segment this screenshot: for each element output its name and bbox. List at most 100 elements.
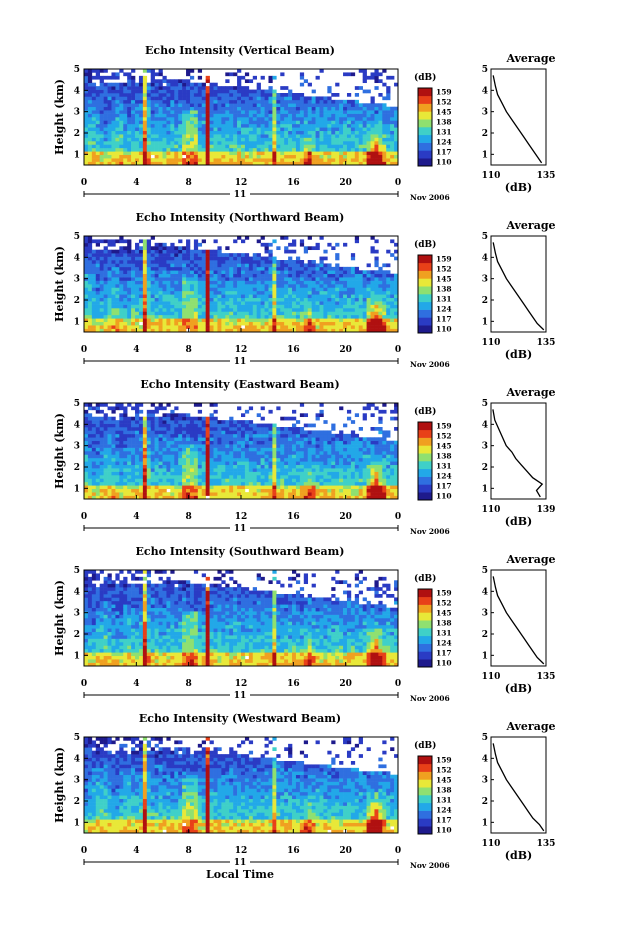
heatmap-cell: [304, 120, 308, 124]
heatmap-cell: [119, 83, 123, 87]
heatmap-cell: [265, 322, 269, 326]
heatmap-cell: [194, 281, 198, 285]
heatmap-cell: [320, 69, 324, 73]
heatmap-cell: [92, 69, 96, 73]
heatmap-cell: [155, 110, 159, 114]
heatmap-cell: [359, 141, 363, 145]
heatmap-cell: [327, 158, 331, 162]
heatmap-cell: [308, 100, 312, 104]
heatmap-cell: [257, 263, 261, 267]
heatmap-cell: [194, 134, 198, 138]
heatmap-cell: [166, 301, 170, 305]
heatmap-cell: [378, 79, 382, 83]
heatmap-cell: [206, 86, 210, 90]
heatmap-cell: [253, 127, 257, 131]
heatmap-cell: [178, 110, 182, 114]
heatmap-cell: [355, 138, 359, 142]
heatmap-cell: [151, 100, 155, 104]
heatmap-cell: [115, 492, 119, 496]
heatmap-cell: [194, 444, 198, 448]
heatmap-cell: [237, 458, 241, 462]
heatmap-cell: [221, 287, 225, 291]
heatmap-cell: [237, 114, 241, 118]
heatmap-cell: [371, 318, 375, 322]
heatmap-cell: [92, 325, 96, 329]
heatmap-cell: [84, 413, 88, 417]
heatmap-cell: [135, 107, 139, 111]
heatmap-cell: [151, 270, 155, 274]
heatmap-cell: [159, 260, 163, 264]
heatmap-cell: [127, 291, 131, 295]
heatmap-cell: [249, 93, 253, 97]
heatmap-cell: [249, 489, 253, 493]
heatmap-cell: [276, 270, 280, 274]
heatmap-cell: [253, 291, 257, 295]
heatmap-cell: [155, 318, 159, 322]
heatmap-cell: [233, 107, 237, 111]
heatmap-cell: [115, 100, 119, 104]
heatmap-cell: [170, 131, 174, 135]
heatmap-cell: [292, 96, 296, 100]
heatmap-cell: [300, 263, 304, 267]
heatmap-cell: [237, 281, 241, 285]
heatmap-cell: [108, 274, 112, 278]
heatmap-cell: [217, 472, 221, 476]
heatmap-cell: [135, 291, 139, 295]
heatmap-cell: [249, 461, 253, 465]
heatmap-cell: [186, 69, 190, 73]
heatmap-cell: [206, 485, 210, 489]
heatmap-cell: [174, 79, 178, 83]
heatmap-cell: [284, 127, 288, 131]
heatmap-cell: [390, 131, 394, 135]
heatmap-cell: [331, 315, 335, 319]
heatmap-cell: [174, 427, 178, 431]
colorbar-swatch: [418, 286, 432, 294]
heatmap-cell: [166, 478, 170, 482]
heatmap-cell: [166, 267, 170, 271]
heatmap-cell: [170, 138, 174, 142]
heatmap-cell: [151, 454, 155, 458]
heatmap-cell: [249, 110, 253, 114]
heatmap-cell: [96, 458, 100, 462]
heatmap-cell: [206, 158, 210, 162]
heatmap-cell: [131, 151, 135, 155]
heatmap-cell: [84, 96, 88, 100]
heatmap-cell: [147, 305, 151, 309]
colorbar-swatch: [418, 135, 432, 143]
heatmap-cell: [115, 441, 119, 445]
heatmap-cell: [139, 448, 143, 452]
heatmap-cell: [343, 120, 347, 124]
heatmap-cell: [194, 427, 198, 431]
heatmap-cell: [198, 138, 202, 142]
heatmap-cell: [198, 472, 202, 476]
heatmap-cell: [198, 318, 202, 322]
heatmap-cell: [198, 420, 202, 424]
heatmap-cell: [288, 308, 292, 312]
heatmap-cell: [174, 451, 178, 455]
heatmap-cell: [170, 437, 174, 441]
heatmap-cell: [229, 294, 233, 298]
heatmap-cell: [170, 461, 174, 465]
heatmap-cell: [229, 72, 233, 76]
heatmap-cell: [351, 274, 355, 278]
heatmap-cell: [88, 448, 92, 452]
heatmap-cell: [323, 107, 327, 111]
heatmap-cell: [374, 284, 378, 288]
heatmap-cell: [316, 246, 320, 250]
heatmap-cell: [84, 141, 88, 145]
heatmap-cell: [331, 301, 335, 305]
heatmap-cell: [265, 96, 269, 100]
heatmap-cell: [343, 308, 347, 312]
heatmap-cell: [241, 444, 245, 448]
heatmap-cell: [237, 253, 241, 257]
heatmap-cell: [304, 110, 308, 114]
heatmap-cell: [100, 437, 104, 441]
heatmap-cell: [214, 274, 218, 278]
heatmap-cell: [123, 134, 127, 138]
heatmap-cell: [316, 158, 320, 162]
heatmap-cell: [233, 448, 237, 452]
heatmap-cell: [143, 465, 147, 469]
heatmap-cell: [108, 434, 112, 438]
heatmap-cell: [182, 413, 186, 417]
heatmap-cell: [170, 417, 174, 421]
